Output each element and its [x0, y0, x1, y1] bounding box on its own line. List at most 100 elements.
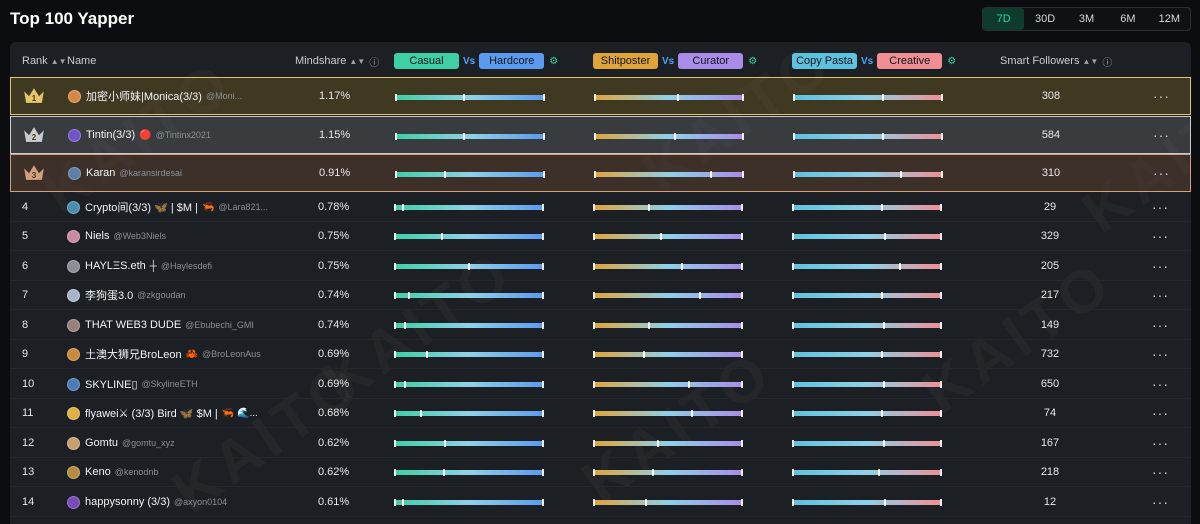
table-row[interactable]: 14 happysonny (3/3) @axyon0104 0.61% 12 ··· — [10, 488, 1191, 517]
table-row[interactable]: 11 flyawei⚔ (3/3) Bird 🦋 $M | 🦐 🌊... 0.68% 7… — [10, 399, 1191, 428]
user-name[interactable]: 李狗蛋3.0 — [85, 290, 134, 302]
user-name[interactable]: flyawei⚔ (3/3) Bird 🦋 $M | — [85, 407, 218, 420]
more-options-icon[interactable]: ··· — [1153, 88, 1170, 104]
table-row[interactable]: 5 Niels @Web3Niels 0.75% 329 ··· — [10, 222, 1191, 251]
user-handle[interactable]: @karansirdesai — [119, 168, 183, 178]
user-name[interactable]: Gomtu — [85, 437, 119, 449]
avatar[interactable] — [67, 259, 80, 273]
user-handle[interactable]: @zkgoudan — [137, 290, 186, 300]
period-tab-30d[interactable]: 30D — [1035, 13, 1056, 25]
period-tab-3m[interactable]: 3M — [1078, 13, 1095, 25]
more-options-icon[interactable]: ··· — [1152, 464, 1169, 480]
user-name[interactable]: 土澳大狮兄BroLeon — [85, 349, 182, 361]
avatar[interactable] — [68, 89, 81, 103]
user-cell[interactable]: 加密小师妹|Monica(3/3) @Moni... — [68, 78, 242, 114]
user-handle[interactable]: @Moni... — [205, 91, 243, 101]
more-options-icon[interactable]: ··· — [1152, 228, 1169, 244]
avatar[interactable] — [67, 200, 80, 214]
period-tab-12m[interactable]: 12M — [1158, 13, 1181, 25]
user-handle[interactable]: @Tintinx2021 — [155, 130, 211, 140]
avatar[interactable] — [67, 288, 80, 302]
period-tab-6m[interactable]: 6M — [1120, 13, 1136, 25]
avatar[interactable] — [68, 166, 81, 180]
table-row[interactable]: 2 Tintin(3/3) 🔴 @Tintinx2021 1.15% 584 ··· — [10, 116, 1191, 154]
table-row[interactable]: 9 土澳大狮兄BroLeon 🦀 @BroLeonAus 0.69% 732 ··· — [10, 340, 1191, 369]
avatar[interactable] — [67, 406, 80, 420]
table-row[interactable]: 8 THAT WEB3 DUDE @Ebubechi_GMI 0.74% 149 ··· — [10, 311, 1191, 340]
user-name[interactable]: HAYLΞS.eth — [85, 260, 146, 272]
table-row[interactable]: 12 Gomtu @gomtu_xyz 0.62% 167 ··· — [10, 429, 1191, 458]
more-options-icon[interactable]: ··· — [1152, 199, 1169, 215]
avatar[interactable] — [67, 465, 80, 479]
avatar[interactable] — [67, 318, 80, 332]
user-cell[interactable]: HAYLΞS.eth ┼ @Haylesdefi — [67, 252, 212, 280]
more-options-icon[interactable]: ··· — [1152, 405, 1169, 421]
user-handle[interactable]: @Ebubechi_GMI — [185, 320, 254, 330]
more-options-icon[interactable]: ··· — [1152, 287, 1169, 303]
more-options-icon[interactable]: ··· — [1152, 258, 1169, 274]
shitposter-label[interactable]: Shitposter — [593, 53, 658, 69]
user-cell[interactable]: Keno @kenodnb — [67, 458, 158, 486]
user-name[interactable]: THAT WEB3 DUDE — [85, 319, 182, 331]
settings-icon[interactable]: ⚙ — [947, 55, 957, 67]
avatar[interactable] — [67, 347, 80, 361]
user-handle[interactable]: @SkylineETH — [141, 379, 198, 389]
rank-header[interactable]: Rank ▲▼ — [22, 52, 67, 70]
user-name[interactable]: Keno — [85, 466, 111, 478]
user-cell[interactable]: Gomtu @gomtu_xyz — [67, 429, 175, 457]
table-row[interactable]: 10 SKYLINE▯ @SkylineETH 0.69% 650 ··· — [10, 370, 1191, 399]
user-cell[interactable]: Niels @Web3Niels — [67, 222, 166, 250]
table-row[interactable]: 4 Crypto间(3/3) 🦋 | $M | 🦐 @Lara821... 0.78% 2… — [10, 193, 1191, 222]
more-options-icon[interactable]: ··· — [1152, 346, 1169, 362]
table-row[interactable]: 6 HAYLΞS.eth ┼ @Haylesdefi 0.75% 205 ··· — [10, 252, 1191, 281]
more-options-icon[interactable]: ··· — [1152, 376, 1169, 392]
more-options-icon[interactable]: ··· — [1153, 165, 1170, 181]
user-handle[interactable]: @BroLeonAus — [202, 349, 261, 359]
more-options-icon[interactable]: ··· — [1153, 127, 1170, 143]
user-cell[interactable]: THAT WEB3 DUDE @Ebubechi_GMI — [67, 311, 254, 339]
settings-icon[interactable]: ⚙ — [549, 55, 559, 67]
user-name[interactable]: Niels — [85, 230, 110, 242]
more-options-icon[interactable]: ··· — [1152, 494, 1169, 510]
settings-icon[interactable]: ⚙ — [748, 55, 758, 67]
more-options-icon[interactable]: ··· — [1152, 435, 1169, 451]
user-cell[interactable]: Crypto间(3/3) 🦋 | $M | 🦐 @Lara821... — [67, 193, 268, 221]
table-row[interactable]: 7 李狗蛋3.0 @zkgoudan 0.74% 217 ··· — [10, 281, 1191, 310]
avatar[interactable] — [67, 229, 80, 243]
user-cell[interactable]: Karan @karansirdesai — [68, 155, 182, 191]
curator-label[interactable]: Curator — [678, 53, 744, 69]
user-handle[interactable]: @Web3Niels — [113, 231, 166, 241]
user-cell[interactable]: happysonny (3/3) @axyon0104 — [67, 488, 227, 516]
info-icon[interactable]: ⓘ — [369, 57, 380, 69]
user-cell[interactable]: 土澳大狮兄BroLeon 🦀 @BroLeonAus — [67, 340, 261, 368]
user-handle[interactable]: @kenodnb — [114, 467, 159, 477]
user-name[interactable]: SKYLINE▯ — [85, 378, 138, 391]
copypasta-label[interactable]: Copy Pasta — [792, 53, 857, 69]
avatar[interactable] — [67, 436, 80, 450]
user-handle[interactable]: @Haylesdefi — [160, 261, 213, 271]
user-cell[interactable]: 李狗蛋3.0 @zkgoudan — [67, 281, 185, 309]
user-cell[interactable]: Tintin(3/3) 🔴 @Tintinx2021 — [68, 117, 211, 153]
period-tab-7d[interactable]: 7D — [983, 8, 1025, 30]
user-cell[interactable]: SKYLINE▯ @SkylineETH — [67, 370, 198, 398]
info-icon[interactable]: ⓘ — [1102, 57, 1113, 69]
user-handle[interactable]: @gomtu_xyz — [122, 438, 175, 448]
user-name[interactable]: Crypto间(3/3) 🦋 | $M | — [85, 202, 198, 214]
user-name[interactable]: Tintin(3/3) — [86, 129, 136, 141]
casual-label[interactable]: Casual — [394, 53, 459, 69]
user-handle[interactable]: @axyon0104 — [174, 497, 228, 507]
user-name[interactable]: happysonny (3/3) — [85, 496, 170, 508]
avatar[interactable] — [67, 495, 80, 509]
table-row[interactable]: 3 Karan @karansirdesai 0.91% 310 ··· — [10, 154, 1191, 192]
creative-label[interactable]: Creative — [877, 53, 943, 69]
mindshare-header[interactable]: Mindshare ▲▼ ⓘ — [295, 52, 379, 70]
avatar[interactable] — [68, 128, 81, 142]
table-row[interactable]: 1 加密小师妹|Monica(3/3) @Moni... 1.17% 308 ··· — [10, 77, 1191, 115]
followers-header[interactable]: Smart Followers ▲▼ ⓘ — [1000, 52, 1112, 70]
avatar[interactable] — [67, 377, 80, 391]
user-handle[interactable]: @Lara821... — [218, 202, 269, 212]
more-options-icon[interactable]: ··· — [1152, 317, 1169, 333]
hardcore-label[interactable]: Hardcore — [479, 53, 545, 69]
user-name[interactable]: 加密小师妹|Monica(3/3) — [86, 91, 202, 103]
user-name[interactable]: Karan — [86, 167, 116, 179]
